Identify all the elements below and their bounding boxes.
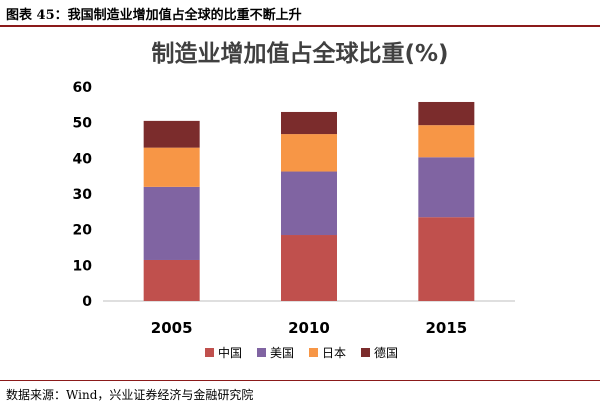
y-axis-ticks: 0 10 20 30 40 50 60 <box>73 80 93 310</box>
figure-caption: 图表 45：我国制造业增加值占全球的比重不断上升 <box>6 8 302 23</box>
y-tick-label: 20 <box>73 223 93 239</box>
bar-segment <box>418 217 475 301</box>
bar-segment <box>281 111 337 135</box>
data-source-note: 数据来源：Wind，兴业证券经济与金融研究院 <box>6 388 254 402</box>
legend-label: 日本 <box>322 346 346 360</box>
x-tick-label: 2010 <box>288 319 330 337</box>
header-divider <box>0 25 600 27</box>
bar-segment <box>143 186 200 260</box>
legend-swatch <box>205 348 214 357</box>
x-tick-label: 2005 <box>151 319 193 337</box>
legend-label: 中国 <box>218 345 242 360</box>
x-axis-labels: 2005 2010 2015 <box>151 319 467 337</box>
bar-segment <box>143 120 200 148</box>
legend-swatch <box>257 348 266 357</box>
y-tick-label: 60 <box>73 80 93 96</box>
x-tick-label: 2015 <box>425 319 467 337</box>
legend: 中国 美国 日本 德国 <box>205 345 398 360</box>
legend-swatch <box>309 348 318 357</box>
bar-segment <box>418 125 475 158</box>
y-tick-label: 0 <box>82 294 92 310</box>
bar-segment <box>281 134 337 172</box>
bar-segment <box>418 157 475 218</box>
y-tick-label: 50 <box>73 116 93 132</box>
bars-group <box>143 101 475 301</box>
bar-segment <box>143 259 200 301</box>
bar-segment <box>143 147 200 187</box>
legend-swatch <box>361 348 370 357</box>
y-tick-label: 30 <box>73 187 93 203</box>
y-tick-label: 40 <box>73 151 93 167</box>
figure-header: 图表 45：我国制造业增加值占全球的比重不断上升 <box>0 0 600 27</box>
legend-label: 德国 <box>374 345 398 360</box>
footer-divider <box>0 380 600 381</box>
stacked-bar-chart: 制造业增加值占全球比重(%) 0 10 20 30 40 50 60 2005 2010 201… <box>73 40 515 360</box>
bar-segment <box>281 235 337 301</box>
bar-segment <box>418 101 475 126</box>
chart-title: 制造业增加值占全球比重(%) <box>151 40 448 67</box>
legend-label: 美国 <box>270 346 294 360</box>
bar-segment <box>281 171 337 236</box>
y-tick-label: 10 <box>73 258 93 274</box>
